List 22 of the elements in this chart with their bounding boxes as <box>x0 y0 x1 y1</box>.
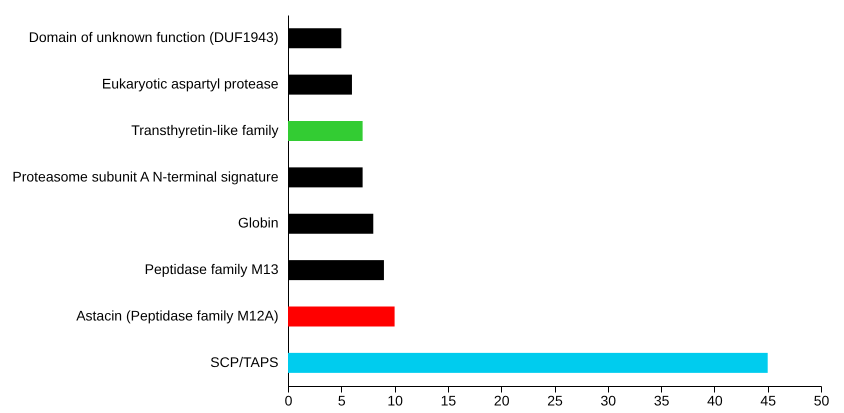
x-tick-label: 0 <box>284 392 293 408</box>
y-tick-label: SCP/TAPS <box>210 354 278 370</box>
x-tick-label: 20 <box>494 392 510 408</box>
bar <box>288 306 395 326</box>
x-tick-label: 40 <box>707 392 723 408</box>
x-tick-label: 5 <box>338 392 346 408</box>
x-tick-label: 30 <box>600 392 616 408</box>
bar <box>288 120 363 141</box>
x-tick-label: 10 <box>387 392 404 408</box>
y-tick-label: Astacin (Peptidase family M12A) <box>76 307 278 324</box>
y-tick-label: Transthyretin-like family <box>131 122 278 138</box>
bar <box>288 352 768 373</box>
x-tick-label: 25 <box>547 392 563 408</box>
y-tick-label: Domain of unknown function (DUF1943) <box>28 29 278 46</box>
x-tick-label: 35 <box>654 392 670 408</box>
x-tick-label: 45 <box>760 392 776 408</box>
x-tick-label: 15 <box>440 392 456 408</box>
y-tick-label: Peptidase family M13 <box>144 261 279 278</box>
y-tick-label: Globin <box>238 214 278 231</box>
y-tick-label: Proteasome subunit A N-terminal signature <box>12 168 279 184</box>
x-tick-label: 50 <box>814 392 830 408</box>
y-tick-label: Eukaryotic aspartyl protease <box>102 76 279 92</box>
